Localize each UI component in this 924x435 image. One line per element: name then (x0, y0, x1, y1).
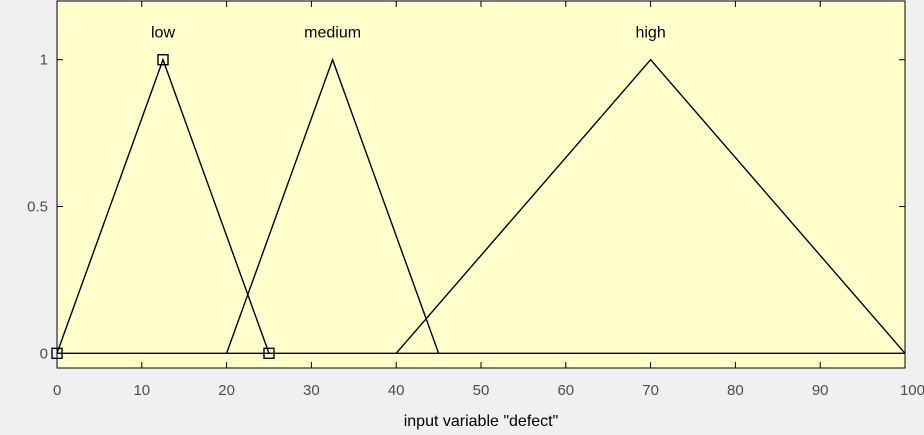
x-tick-label: 60 (557, 382, 574, 399)
membership-function-labels: low medium high (151, 25, 666, 42)
x-tick-label: 10 (133, 382, 150, 399)
x-tick-label: 30 (303, 382, 320, 399)
x-tick-label: 0 (53, 382, 61, 399)
y-tick-label: 0.5 (27, 199, 48, 216)
mf-low-vertex-handle[interactable] (157, 54, 169, 66)
x-tick-label: 100 (900, 382, 924, 399)
mf-low-vertex-handle[interactable] (51, 347, 63, 360)
mf-low-vertex-handle[interactable] (263, 347, 275, 360)
mf-medium-label: medium (304, 25, 361, 42)
mf-low-label: low (151, 25, 175, 42)
mf-medium-line[interactable] (225, 57, 440, 354)
mf-high-line[interactable] (395, 58, 906, 354)
membership-functions (51, 54, 906, 360)
x-tick-label: 20 (218, 382, 235, 399)
x-tick-label: 50 (473, 382, 490, 399)
x-tick-label: 80 (727, 382, 744, 399)
mf-high-label: high (635, 25, 665, 42)
y-tick-label: 0 (40, 345, 48, 362)
x-tick-label: 90 (812, 382, 829, 399)
plot-area[interactable] (56, 0, 906, 369)
axes: 0 10 20 30 40 50 60 70 80 90 100 0 0.5 1 (27, 1, 924, 399)
x-axis-title: input variable "defect" (404, 413, 559, 430)
y-tick-label: 1 (40, 52, 48, 69)
x-tick-label: 70 (642, 382, 659, 399)
x-tick-label: 40 (388, 382, 405, 399)
mf-low-line[interactable] (56, 57, 270, 354)
